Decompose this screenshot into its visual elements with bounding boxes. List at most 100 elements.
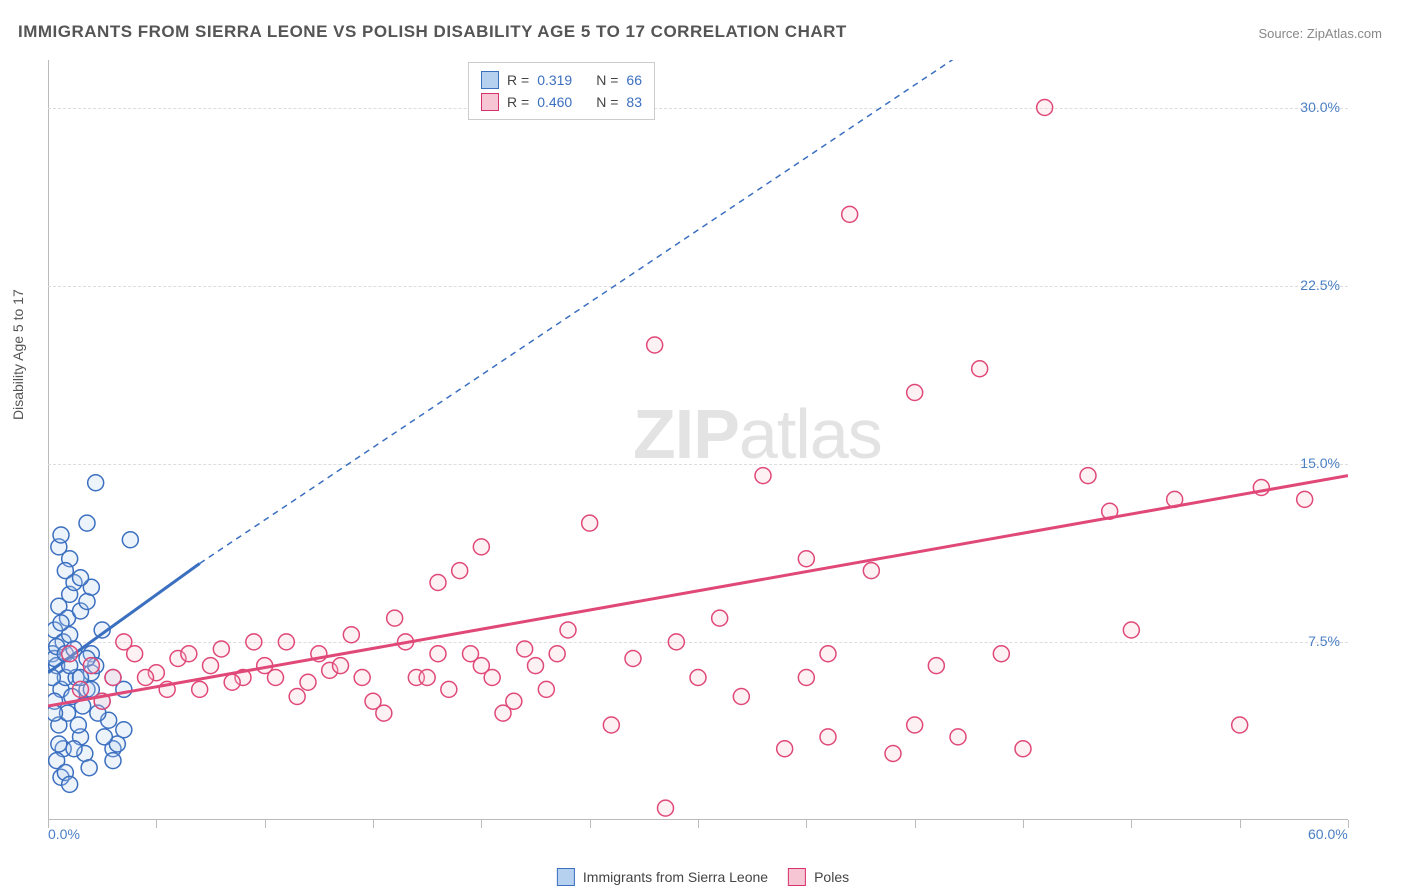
scatter-point — [1123, 622, 1139, 638]
scatter-point — [668, 634, 684, 650]
scatter-point — [441, 681, 457, 697]
scatter-point — [625, 651, 641, 667]
scatter-point — [517, 641, 533, 657]
x-tick — [590, 820, 591, 828]
scatter-point — [863, 563, 879, 579]
scatter-point — [300, 674, 316, 690]
source-attribution: Source: ZipAtlas.com — [1258, 26, 1382, 41]
scatter-point — [83, 658, 99, 674]
scatter-point — [203, 658, 219, 674]
trend-line-extrapolated — [200, 60, 1023, 564]
scatter-point — [96, 729, 112, 745]
scatter-point — [57, 563, 73, 579]
y-tick-label: 22.5% — [1300, 277, 1340, 293]
y-axis-label: Disability Age 5 to 17 — [10, 289, 26, 420]
x-tick — [915, 820, 916, 828]
chart-title: IMMIGRANTS FROM SIERRA LEONE VS POLISH D… — [18, 22, 847, 42]
x-tick — [1348, 820, 1349, 828]
legend-swatch-pink — [788, 868, 806, 886]
scatter-point — [647, 337, 663, 353]
scatter-point — [538, 681, 554, 697]
scatter-point — [105, 670, 121, 686]
scatter-point — [506, 693, 522, 709]
scatter-point — [116, 722, 132, 738]
y-tick-label: 7.5% — [1308, 633, 1340, 649]
scatter-point — [289, 689, 305, 705]
scatter-point — [138, 670, 154, 686]
scatter-point — [62, 776, 78, 792]
legend-stats-row: R = 0.319 N = 66 — [481, 69, 642, 91]
scatter-point — [907, 385, 923, 401]
legend-swatch-pink — [481, 93, 499, 111]
x-tick-label: 0.0% — [48, 826, 80, 842]
scatter-point — [798, 670, 814, 686]
scatter-point — [1015, 741, 1031, 757]
scatter-point — [53, 615, 69, 631]
scatter-point — [79, 515, 95, 531]
scatter-point — [268, 670, 284, 686]
n-value: 66 — [626, 72, 642, 88]
scatter-point — [81, 760, 97, 776]
scatter-point — [53, 527, 69, 543]
y-tick-label: 30.0% — [1300, 99, 1340, 115]
source-name: ZipAtlas.com — [1307, 26, 1382, 41]
x-tick — [1023, 820, 1024, 828]
n-label: N = — [596, 94, 618, 110]
scatter-point — [972, 361, 988, 377]
n-value: 83 — [626, 94, 642, 110]
scatter-point — [354, 670, 370, 686]
legend-stats-row: R = 0.460 N = 83 — [481, 91, 642, 113]
x-tick — [1240, 820, 1241, 828]
scatter-point — [993, 646, 1009, 662]
scatter-point — [820, 646, 836, 662]
scatter-point — [603, 717, 619, 733]
scatter-point — [777, 741, 793, 757]
scatter-point — [278, 634, 294, 650]
x-tick — [806, 820, 807, 828]
scatter-point — [48, 705, 63, 721]
scatter-point — [387, 610, 403, 626]
scatter-point — [1080, 468, 1096, 484]
scatter-point — [582, 515, 598, 531]
scatter-point — [549, 646, 565, 662]
scatter-point — [51, 736, 67, 752]
legend-label: Immigrants from Sierra Leone — [583, 869, 768, 885]
plot-area: ZIPatlas R = 0.319 N = 66 R = 0.460 N = … — [48, 60, 1348, 820]
legend-swatch-blue — [481, 71, 499, 89]
scatter-point — [419, 670, 435, 686]
x-tick — [156, 820, 157, 828]
chart-svg — [48, 60, 1348, 820]
scatter-point — [820, 729, 836, 745]
x-tick — [1131, 820, 1132, 828]
source-label: Source: — [1258, 26, 1306, 41]
scatter-point — [712, 610, 728, 626]
scatter-point — [452, 563, 468, 579]
scatter-point — [484, 670, 500, 686]
r-value: 0.319 — [537, 72, 572, 88]
scatter-point — [116, 634, 132, 650]
scatter-point — [343, 627, 359, 643]
scatter-point — [755, 468, 771, 484]
legend-label: Poles — [814, 869, 849, 885]
scatter-point — [1297, 491, 1313, 507]
scatter-point — [224, 674, 240, 690]
n-label: N = — [596, 72, 618, 88]
scatter-point — [66, 741, 82, 757]
scatter-point — [213, 641, 229, 657]
scatter-point — [105, 753, 121, 769]
legend-item: Poles — [788, 868, 849, 886]
r-label: R = — [507, 72, 529, 88]
legend-swatch-blue — [557, 868, 575, 886]
scatter-point — [1232, 717, 1248, 733]
scatter-point — [950, 729, 966, 745]
scatter-point — [907, 717, 923, 733]
scatter-point — [181, 646, 197, 662]
scatter-point — [430, 575, 446, 591]
x-tick — [698, 820, 699, 828]
scatter-point — [733, 689, 749, 705]
scatter-point — [463, 646, 479, 662]
scatter-point — [528, 658, 544, 674]
scatter-point — [73, 570, 89, 586]
x-tick-label: 60.0% — [1308, 826, 1348, 842]
scatter-point — [658, 800, 674, 816]
